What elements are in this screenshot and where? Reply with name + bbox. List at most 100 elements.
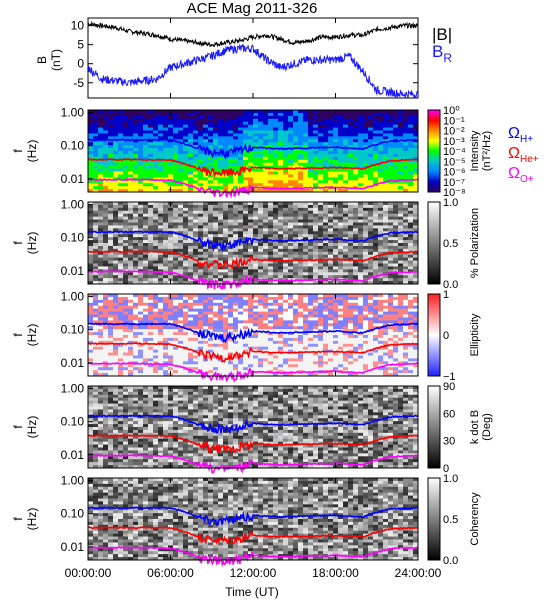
field-y-tick-label: 10 [71, 19, 85, 33]
colorbar-tick-label: 0.0 [443, 555, 458, 567]
time-axis: 00:00:00 06:00:00 12:00:00 18:00:00 24:00:00 [65, 18, 442, 580]
freq-tick-label: 0.10 [61, 323, 85, 337]
spectrogram-cells [88, 478, 419, 561]
freq-ylabel-unit: (Hz) [25, 324, 39, 347]
colorbar-tick-label: 10⁻² [443, 126, 465, 138]
field-y-ticks: 10 5 0 -5 [71, 19, 418, 90]
spectrogram-panel-4: 1.00 0.10 0.01 f (Hz) 90 60 30 0 k dot B (Deg) [11, 381, 493, 475]
colorbar [427, 293, 441, 377]
colorbar-tick-label: 1.0 [443, 197, 458, 209]
colorbar-tick-label: 10⁻⁵ [443, 156, 466, 168]
field-ylabel-main: B [35, 56, 49, 64]
colorbar-label-unit: (Deg) [481, 413, 493, 441]
freq-tick-label: 0.10 [61, 415, 85, 429]
freq-ylabel-unit: (Hz) [25, 232, 39, 255]
freq-ylabel-unit: (Hz) [25, 416, 39, 439]
spectrogram-cells [88, 110, 419, 193]
colorbar-tick-label: 1 [443, 289, 449, 301]
series-line-radial-field [87, 43, 419, 99]
colorbar-tick-label: 10⁻³ [443, 136, 465, 148]
freq-tick-label: 0.01 [61, 540, 85, 554]
freq-ylabel: f [11, 517, 25, 521]
field-plot-frame [87, 17, 419, 99]
freq-tick-label: 1.00 [61, 382, 85, 396]
field-y-tick-label: 5 [77, 38, 84, 52]
colorbar [427, 477, 441, 561]
freq-tick-label: 0.01 [61, 448, 85, 462]
colorbar-tick-label: 30 [443, 436, 455, 448]
colorbar-label: Intensity [469, 130, 481, 171]
freq-tick-label: 0.10 [61, 507, 85, 521]
field-ylabel-unit: (nT) [49, 49, 63, 71]
colorbar [427, 201, 441, 285]
colorbar-label: Coherency [469, 492, 481, 546]
colorbar-tick-label: 10⁰ [443, 105, 460, 117]
gyrofrequency-line-2 [87, 250, 418, 270]
freq-tick-label: 0.10 [61, 231, 85, 245]
colorbar-label: k dot B [469, 410, 481, 444]
freq-tick-label: 1.00 [61, 474, 85, 488]
freq-ylabel-unit: (Hz) [25, 140, 39, 163]
spectrogram-panel-5: 1.00 0.10 0.01 f (Hz) 1.0 0.5 0.0 Coherency [11, 473, 481, 567]
colorbar-tick-label: 0.5 [443, 238, 458, 250]
spectrogram-cells [88, 386, 419, 469]
freq-tick-label: 1.00 [61, 198, 85, 212]
spectrogram-cells [88, 294, 419, 377]
gyrofrequency-line-1 [87, 138, 419, 160]
legend-radial-field-main: B [432, 42, 443, 61]
time-tick-label: 12:00:00 [230, 566, 277, 580]
time-tick-label: 24:00:00 [395, 566, 442, 580]
x-axis-label: Time (UT) [225, 585, 279, 599]
spectrogram-panel-3: 1.00 0.10 0.01 f (Hz) 1 0 −1 Ellipticity [11, 289, 481, 383]
gyrofrequency-line-1 [87, 230, 419, 252]
gyrofrequency-line-2 [87, 342, 419, 363]
colorbar-tick-label: 10⁻⁶ [443, 167, 466, 179]
gyrofrequency-line-2 [87, 158, 419, 179]
colorbar-label-unit: (nT²/Hz) [481, 131, 493, 171]
freq-ylabel: f [11, 333, 25, 337]
spectrogram-cells [88, 202, 419, 285]
colorbar-tick-label: 0.0 [443, 279, 458, 291]
series-line-total-field [87, 20, 419, 48]
gyrofrequency-legend: ΩH+ΩHe+ΩO+ [508, 125, 539, 185]
colorbar-tick-label: 1.0 [443, 473, 458, 485]
freq-ylabel: f [11, 149, 25, 153]
colorbar-tick-label: 10⁻⁸ [443, 187, 466, 199]
colorbar-label: Ellipticity [469, 313, 481, 356]
gyro-legend-entry: ΩO+ [508, 165, 534, 185]
gyrofrequency-line-1 [87, 506, 419, 526]
time-tick-label: 18:00:00 [312, 566, 359, 580]
spectrogram-panel-1: 1.00 0.10 0.01 f (Hz) 10⁰10⁻¹10⁻²10⁻³10⁻⁴10⁻⁵… [11, 105, 493, 199]
colorbar [427, 385, 441, 469]
freq-tick-label: 0.01 [61, 356, 85, 370]
spectrogram-panel-2: 1.00 0.10 0.01 f (Hz) 1.0 0.5 0.0 % Polarization [11, 197, 481, 291]
gyro-legend-entry: ΩHe+ [508, 145, 539, 165]
spectrogram-panels: 1.000.100.01f (Hz)10⁰10⁻¹10⁻²10⁻³10⁻⁴10⁻⁵… [11, 105, 493, 567]
freq-ylabel: f [11, 241, 25, 245]
field-y-tick-label: 0 [77, 57, 84, 71]
freq-tick-label: 1.00 [61, 290, 85, 304]
freq-tick-label: 0.01 [61, 264, 85, 278]
colorbar-tick-label: 0 [443, 330, 449, 342]
colorbar-label: % Polarization [469, 208, 481, 278]
freq-ylabel: f [11, 425, 25, 429]
gyrofrequency-line-2 [88, 526, 419, 546]
legend-radial-field-sub: R [443, 51, 452, 65]
gyro-legend-entry: ΩH+ [508, 125, 533, 145]
gyrofrequency-line-2 [87, 434, 419, 455]
colorbar-tick-label: 0.5 [443, 514, 458, 526]
colorbar-tick-label: 0 [443, 463, 449, 475]
time-tick-label: 00:00:00 [65, 566, 112, 580]
field-ylabel: B [35, 56, 49, 64]
chart-title: ACE Mag 2011-326 [187, 0, 318, 17]
colorbar-tick-label: 10⁻¹ [443, 115, 465, 127]
time-tick-label: 06:00:00 [147, 566, 194, 580]
freq-tick-label: 1.00 [61, 106, 85, 120]
colorbar [427, 109, 441, 193]
field-y-tick-label: -5 [73, 76, 84, 90]
colorbar-tick-label: 10⁻⁴ [443, 146, 466, 158]
colorbar-tick-label: 60 [443, 408, 455, 420]
freq-tick-label: 0.01 [61, 172, 85, 186]
